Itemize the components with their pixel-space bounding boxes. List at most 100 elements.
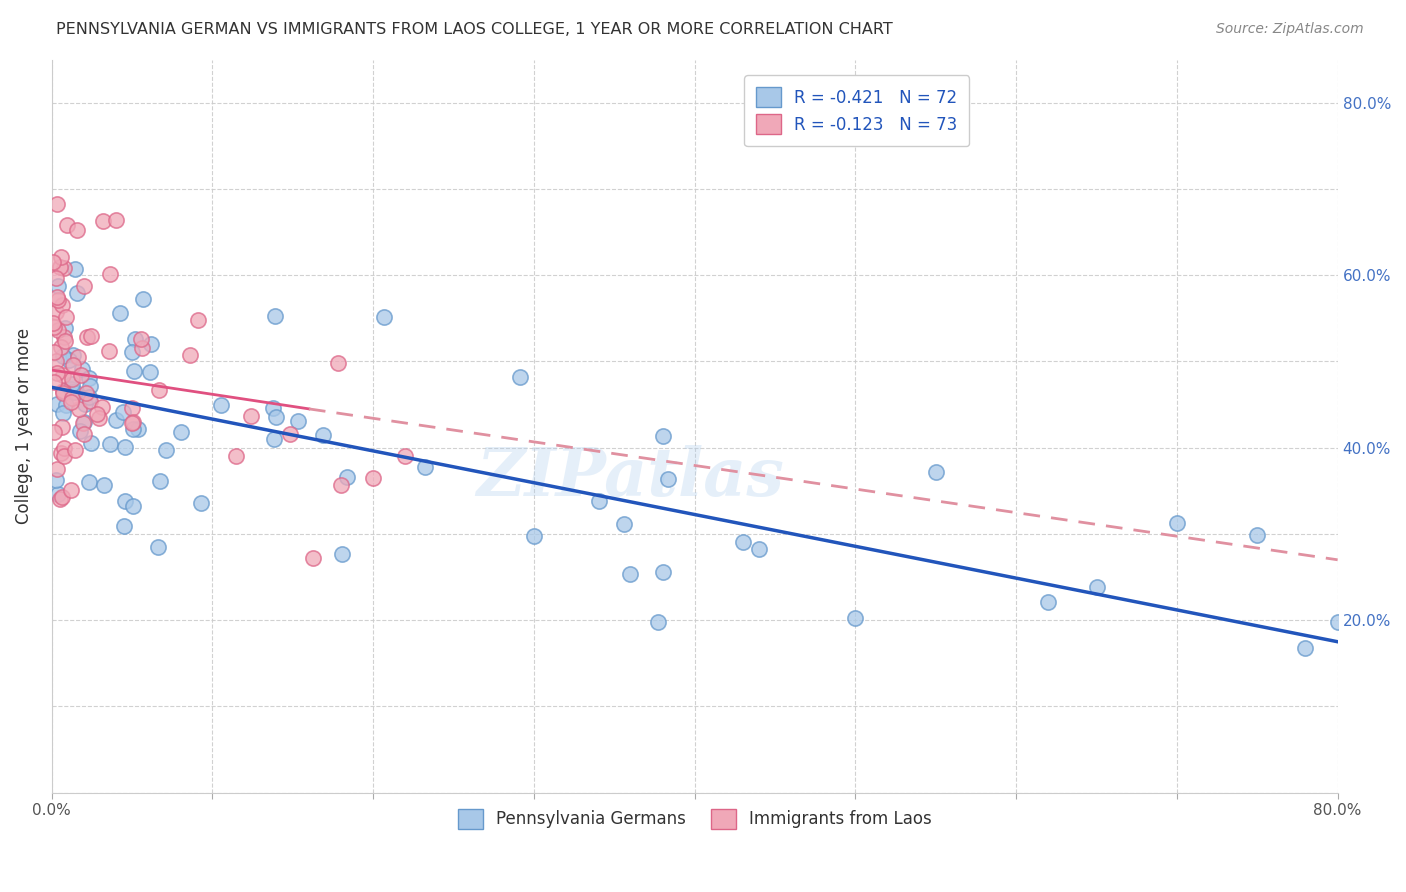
Point <box>588 494 610 508</box>
Point <box>394 449 416 463</box>
Point <box>127 422 149 436</box>
Point <box>98 267 121 281</box>
Point <box>149 475 172 489</box>
Legend: Pennsylvania Germans, Immigrants from Laos: Pennsylvania Germans, Immigrants from La… <box>451 802 939 836</box>
Point <box>91 214 114 228</box>
Point <box>240 409 263 423</box>
Point <box>651 565 673 579</box>
Point <box>925 465 948 479</box>
Point <box>1246 528 1268 542</box>
Point <box>413 460 436 475</box>
Point <box>336 470 359 484</box>
Point <box>60 394 83 409</box>
Point <box>523 529 546 543</box>
Point <box>49 491 72 506</box>
Point <box>53 330 76 344</box>
Point <box>139 366 162 380</box>
Text: ZIPatlas: ZIPatlas <box>477 445 785 510</box>
Text: Source: ZipAtlas.com: Source: ZipAtlas.com <box>1216 22 1364 37</box>
Point <box>51 490 73 504</box>
Point <box>619 566 641 581</box>
Point <box>86 407 108 421</box>
Point <box>1038 594 1060 608</box>
Point <box>731 535 754 549</box>
Point <box>139 336 162 351</box>
Point <box>301 550 323 565</box>
Point <box>52 386 75 401</box>
Point <box>225 449 247 463</box>
Point <box>52 406 75 420</box>
Point <box>87 411 110 425</box>
Point <box>77 475 100 490</box>
Point <box>79 371 101 385</box>
Point <box>62 348 84 362</box>
Point <box>105 213 128 227</box>
Point <box>55 398 77 412</box>
Point <box>70 368 93 382</box>
Point <box>42 254 65 268</box>
Point <box>108 305 131 319</box>
Point <box>45 473 67 487</box>
Point <box>65 262 87 277</box>
Point <box>49 260 72 274</box>
Point <box>264 309 287 323</box>
Point <box>80 329 103 343</box>
Point <box>52 349 75 363</box>
Y-axis label: College, 1 year or more: College, 1 year or more <box>15 328 32 524</box>
Point <box>1326 615 1348 629</box>
Point <box>93 478 115 492</box>
Point <box>121 345 143 359</box>
Point <box>66 285 89 300</box>
Point <box>651 429 673 443</box>
Point <box>121 416 143 430</box>
Point <box>53 442 76 456</box>
Point <box>60 372 83 386</box>
Point <box>73 397 96 411</box>
Point <box>73 415 96 429</box>
Point <box>46 197 69 211</box>
Point <box>53 334 76 348</box>
Point <box>60 483 83 498</box>
Point <box>613 516 636 531</box>
Point <box>66 223 89 237</box>
Point <box>49 340 72 354</box>
Text: PENNSYLVANIA GERMAN VS IMMIGRANTS FROM LAOS COLLEGE, 1 YEAR OR MORE CORRELATION : PENNSYLVANIA GERMAN VS IMMIGRANTS FROM L… <box>56 22 893 37</box>
Point <box>79 393 101 408</box>
Point <box>187 313 209 327</box>
Point <box>509 370 531 384</box>
Point <box>45 354 67 368</box>
Point <box>328 356 350 370</box>
Point <box>114 440 136 454</box>
Point <box>148 384 170 398</box>
Point <box>72 279 94 293</box>
Point <box>169 425 191 439</box>
Point <box>46 487 69 501</box>
Point <box>46 290 69 304</box>
Point <box>112 405 135 419</box>
Point <box>124 332 146 346</box>
Point <box>67 402 90 417</box>
Point <box>131 292 153 306</box>
Point <box>122 415 145 429</box>
Point <box>48 323 70 337</box>
Point <box>90 401 112 415</box>
Point <box>844 610 866 624</box>
Point <box>51 420 73 434</box>
Point <box>263 432 285 446</box>
Point <box>155 442 177 457</box>
Point <box>105 413 128 427</box>
Point <box>62 384 84 399</box>
Point <box>46 366 69 380</box>
Point <box>45 271 67 285</box>
Point <box>80 435 103 450</box>
Point <box>190 496 212 510</box>
Point <box>53 321 76 335</box>
Point <box>46 293 69 307</box>
Point <box>330 478 353 492</box>
Point <box>1295 641 1317 656</box>
Point <box>77 390 100 404</box>
Point <box>1166 516 1188 530</box>
Point <box>129 333 152 347</box>
Point <box>45 305 67 319</box>
Point <box>121 500 143 514</box>
